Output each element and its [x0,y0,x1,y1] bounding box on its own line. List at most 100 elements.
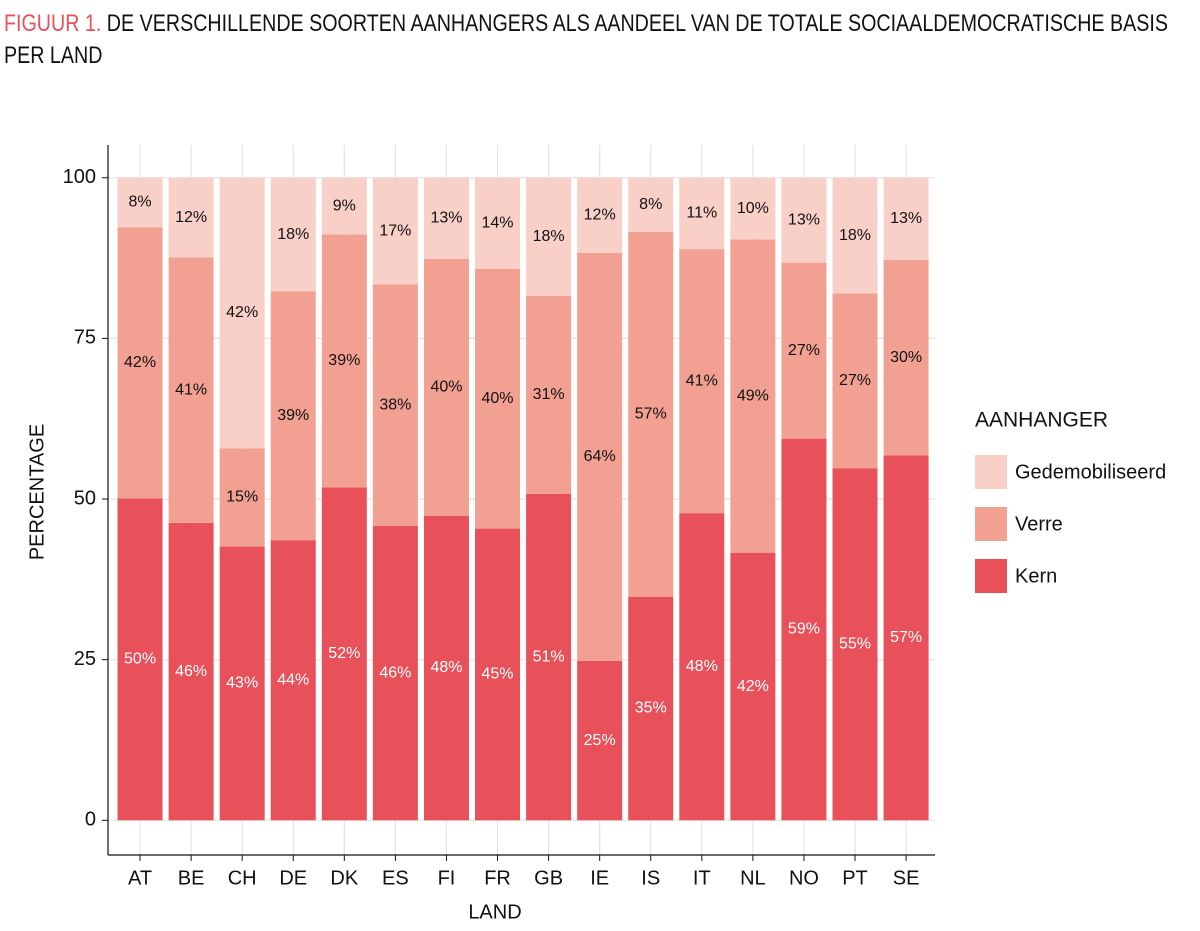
bar-segment [883,455,929,821]
bar-segment [526,295,572,494]
y-tick-label: 50 [74,487,96,509]
bar-segment [321,234,367,488]
bar-segment [577,177,623,253]
value-label: 46% [175,663,207,680]
value-label: 51% [533,648,565,665]
bar-segment [628,177,674,232]
bar-segment [781,262,827,439]
x-tick-label: GB [534,867,563,889]
bar-segment [117,498,163,821]
x-tick-label: SE [893,867,920,889]
value-label: 30% [890,349,922,366]
value-label: 31% [533,386,565,403]
value-label: 64% [584,448,616,465]
value-label: 13% [890,210,922,227]
bar-segment [423,258,469,516]
bar-segment [475,177,521,270]
y-axis-label: PERCENTAGE [26,424,48,560]
x-tick-label: CH [228,867,257,889]
bar-segment [168,522,214,821]
value-label: 9% [333,197,356,214]
bar-segment [883,260,929,456]
legend-label: Gedemobiliseerd [1015,461,1166,483]
x-tick-label: DE [279,867,307,889]
value-label: 13% [430,209,462,226]
bar-segment [475,269,521,529]
value-label: 45% [482,666,514,683]
x-tick-label: IT [693,867,711,889]
value-label: 42% [737,678,769,695]
bar-segment [168,177,214,258]
bar-segment [883,177,929,261]
value-label: 13% [788,211,820,228]
bar-segment [270,291,316,541]
value-label: 57% [635,405,667,422]
x-tick-label: DK [330,867,358,889]
x-tick-label: AT [128,867,152,889]
y-tick-label: 0 [85,809,96,831]
legend-label: Kern [1015,565,1057,587]
bar-segment [475,528,521,821]
value-label: 25% [584,732,616,749]
value-label: 18% [277,226,309,243]
bar-segment [219,448,265,547]
bar-segment [730,553,776,821]
value-label: 43% [226,675,258,692]
value-label: 50% [124,651,156,668]
bar-segment [321,177,367,235]
value-label: 49% [737,387,769,404]
x-tick-label: NL [740,867,766,889]
value-label: 41% [175,381,207,398]
x-tick-label: BE [178,867,205,889]
legend-title: AANHANGER [975,409,1108,432]
value-label: 35% [635,700,667,717]
x-tick-label: FR [484,867,511,889]
bar-segment [117,227,163,499]
value-label: 40% [430,378,462,395]
bar-segment [577,252,623,661]
bar-segment [832,293,878,469]
value-label: 52% [328,645,360,662]
bar-segment [577,660,623,821]
value-label: 42% [124,354,156,371]
bar-segment [526,493,572,821]
value-label: 15% [226,489,258,506]
value-label: 41% [686,372,718,389]
value-label: 48% [430,659,462,676]
value-label: 55% [839,635,871,652]
chart-title: DE VERSCHILLENDE SOORTEN AANHANGERS ALS … [4,10,1169,69]
value-label: 57% [890,629,922,646]
value-label: 11% [686,205,717,222]
bar-segment [372,284,418,527]
value-label: 14% [482,215,514,232]
value-label: 42% [226,304,258,321]
bar-segment [832,468,878,821]
value-label: 12% [175,209,207,226]
bar-segment [679,249,725,514]
value-label: 17% [379,222,411,239]
value-label: 10% [737,200,769,217]
bar-segment [679,177,725,250]
x-tick-label: PT [842,867,868,889]
value-label: 12% [584,207,616,224]
value-label: 18% [533,228,565,245]
legend-label: Verre [1015,513,1063,535]
bar-segment [372,526,418,821]
x-tick-label: NO [789,867,819,889]
y-tick-label: 25 [74,648,96,670]
legend-swatch [975,455,1007,489]
value-label: 27% [788,342,820,359]
value-label: 8% [128,194,151,211]
x-tick-label: IE [590,867,609,889]
x-tick-label: FI [438,867,456,889]
bar-segment [423,515,469,821]
value-label: 38% [379,396,411,413]
bar-segment [219,546,265,821]
x-tick-label: IS [641,867,660,889]
value-label: 48% [686,658,718,675]
bar-segment [628,231,674,597]
bar-segment [219,177,265,449]
figure-label: FIGUUR 1. [4,10,102,37]
